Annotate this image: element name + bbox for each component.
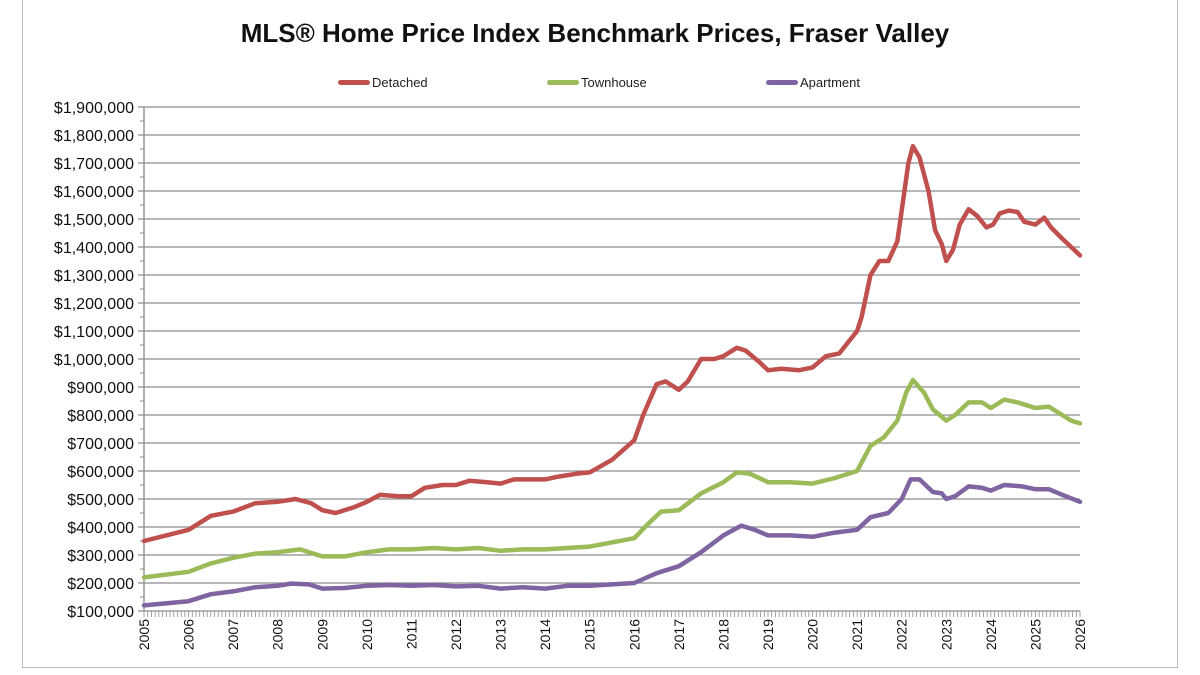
- x-tick-label: 2017: [671, 619, 687, 650]
- x-tick-label: 2016: [626, 619, 642, 650]
- y-tick-label: $900,000: [67, 380, 134, 397]
- x-tick-label: 2024: [983, 619, 999, 650]
- x-tick-label: 2015: [582, 619, 598, 650]
- y-tick-label: $800,000: [67, 408, 134, 425]
- y-tick-label: $1,500,000: [54, 212, 134, 229]
- series-line-townhouse: [141, 377, 1083, 580]
- x-tick-label: 2014: [537, 619, 553, 650]
- y-tick-label: $1,700,000: [54, 156, 134, 173]
- y-tick-label: $1,900,000: [54, 100, 134, 117]
- x-tick-label: 2012: [448, 619, 464, 650]
- y-tick-label: $100,000: [67, 604, 134, 621]
- y-tick-label: $700,000: [67, 436, 134, 453]
- x-tick-label: 2021: [849, 619, 865, 650]
- x-tick-label: 2013: [493, 619, 509, 650]
- x-tick-label: 2025: [1027, 619, 1043, 650]
- x-tick-label: 2020: [805, 619, 821, 650]
- x-tick-label: 2026: [1072, 619, 1088, 650]
- legend-swatch-detached: [338, 80, 370, 85]
- y-tick-label: $500,000: [67, 492, 134, 509]
- x-tick-label: 2022: [894, 619, 910, 650]
- series-line-apartment: [141, 477, 1083, 608]
- x-tick-label: 2010: [359, 619, 375, 650]
- legend-label-apartment: Apartment: [800, 75, 860, 90]
- x-tick-label: 2018: [715, 619, 731, 650]
- legend-swatch-townhouse: [547, 80, 579, 85]
- legend-detached: Detached: [338, 75, 428, 90]
- y-tick-label: $600,000: [67, 464, 134, 481]
- y-tick-label: $1,800,000: [54, 128, 134, 145]
- x-tick-label: 2011: [403, 619, 419, 649]
- legend-label-detached: Detached: [372, 75, 428, 90]
- chart-title: MLS® Home Price Index Benchmark Prices, …: [240, 18, 950, 48]
- y-tick-label: $1,400,000: [54, 240, 134, 257]
- x-tick-label: 2023: [938, 619, 954, 650]
- y-tick-label: $1,100,000: [54, 324, 134, 341]
- legend-label-townhouse: Townhouse: [581, 75, 647, 90]
- y-tick-label: $1,200,000: [54, 296, 134, 313]
- x-tick-label: 2005: [136, 619, 152, 650]
- y-tick-label: $1,300,000: [54, 268, 134, 285]
- x-tick-label: 2019: [760, 619, 776, 650]
- legend-swatch-apartment: [766, 80, 798, 85]
- y-tick-label: $1,600,000: [54, 184, 134, 201]
- x-tick-label: 2009: [314, 619, 330, 650]
- y-tick-label: $200,000: [67, 576, 134, 593]
- series-line-detached: [141, 143, 1083, 544]
- legend-townhouse: Townhouse: [547, 75, 647, 90]
- x-tick-label: 2008: [270, 619, 286, 650]
- x-tick-label: 2006: [181, 619, 197, 650]
- chart-frame: [22, 0, 1178, 668]
- y-tick-label: $1,000,000: [54, 352, 134, 369]
- x-tick-label: 2007: [225, 619, 241, 650]
- legend-apartment: Apartment: [766, 75, 860, 90]
- y-tick-label: $400,000: [67, 520, 134, 537]
- y-tick-label: $300,000: [67, 548, 134, 565]
